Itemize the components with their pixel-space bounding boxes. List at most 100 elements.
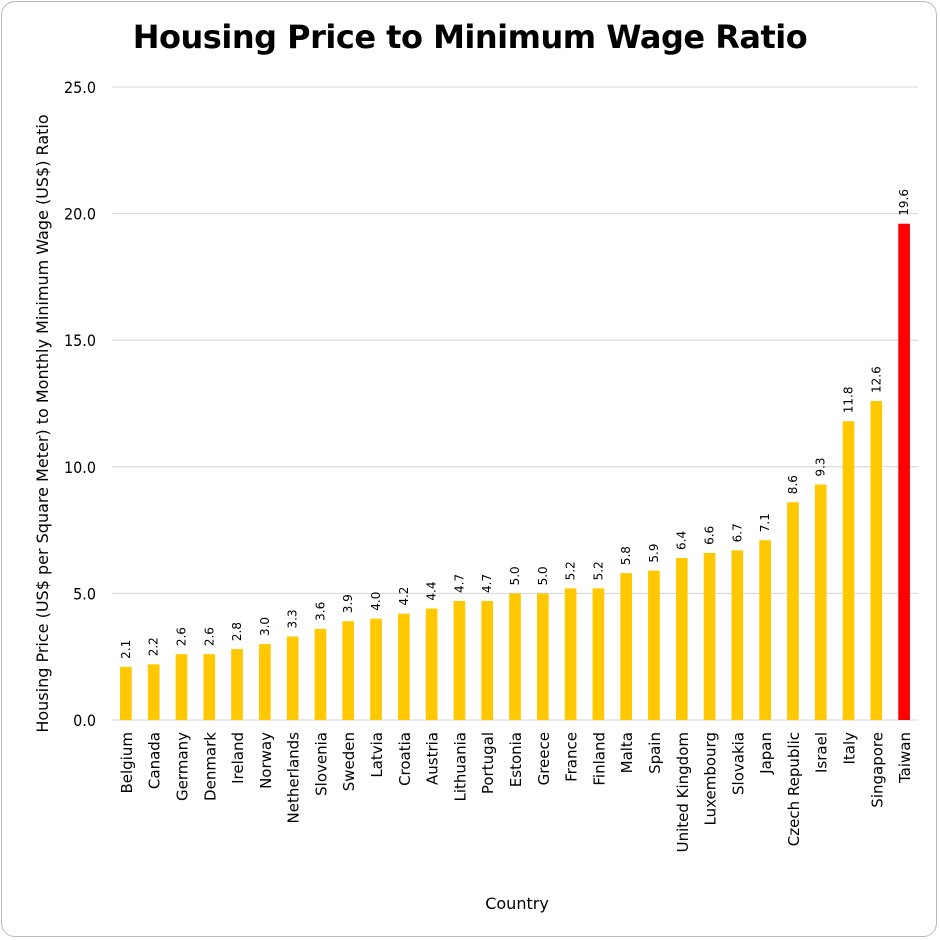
category-label: Israel: [813, 732, 831, 773]
category-label: Germany: [173, 732, 191, 801]
category-label: Ireland: [229, 732, 247, 784]
bar-croatia: [397, 613, 410, 720]
data-label: 5.2: [591, 561, 605, 580]
data-label: 2.8: [230, 622, 244, 641]
data-label: 6.6: [703, 526, 717, 545]
bar-japan: [759, 540, 771, 720]
bar-austria: [425, 608, 438, 720]
data-label: 5.9: [647, 544, 661, 563]
data-label: 8.6: [786, 475, 800, 494]
data-label: 2.6: [202, 627, 216, 646]
bar-norway: [259, 644, 271, 720]
bar-united-kingdom: [675, 557, 688, 720]
category-label: Austria: [424, 732, 442, 785]
data-label: 19.6: [897, 189, 911, 216]
bar-belgium: [120, 666, 132, 720]
data-label: 2.2: [147, 637, 161, 656]
bar-sweden: [342, 621, 355, 720]
category-label: Netherlands: [285, 732, 303, 824]
y-tick-label: 20.0: [64, 205, 96, 224]
data-label: 3.6: [313, 602, 327, 621]
bar-lithuania: [453, 600, 466, 720]
data-label: 5.0: [536, 566, 550, 585]
data-label: 5.0: [508, 566, 522, 585]
data-label: 12.6: [869, 366, 883, 393]
bar-germany: [175, 654, 188, 720]
category-label: Latvia: [368, 732, 386, 778]
category-label: Portugal: [479, 732, 497, 794]
data-label: 3.9: [341, 594, 355, 613]
category-label: Sweden: [340, 732, 358, 791]
bar-italy: [842, 421, 855, 720]
data-label: 4.7: [452, 574, 466, 593]
category-label: Slovenia: [312, 732, 330, 796]
category-label: Japan: [757, 732, 775, 775]
data-label: 2.6: [174, 627, 188, 646]
bar-czech-republic: [787, 502, 799, 720]
category-label: Greece: [535, 732, 553, 785]
bar-slovenia: [314, 628, 327, 720]
category-label: Denmark: [201, 732, 219, 801]
data-label: 6.4: [675, 531, 689, 550]
chart-title: Housing Price to Minimum Wage Ratio: [132, 18, 808, 56]
bar-finland: [592, 588, 605, 720]
y-axis-title: Housing Price (US$ per Square Meter) to …: [33, 114, 52, 732]
data-label: 5.8: [619, 546, 633, 565]
category-label: France: [563, 732, 581, 782]
data-label: 11.8: [842, 387, 856, 414]
y-tick-label: 25.0: [64, 78, 96, 97]
y-tick-label: 15.0: [64, 331, 96, 350]
category-label: United Kingdom: [674, 732, 692, 852]
bar-spain: [648, 570, 660, 720]
bar-singapore: [870, 400, 883, 720]
category-label: Spain: [646, 732, 664, 774]
data-label: 6.7: [730, 523, 744, 542]
bar-greece: [536, 593, 549, 720]
category-label: Canada: [146, 732, 164, 789]
x-axis-title: Country: [485, 894, 549, 913]
bar-netherlands: [286, 636, 299, 720]
data-label: 2.1: [119, 640, 133, 659]
bar-slovakia: [731, 550, 744, 720]
bar-canada: [147, 664, 160, 720]
y-axis-ticks: 0.0 5.0 10.0 15.0 20.0 25.0: [64, 78, 96, 730]
category-label: Norway: [257, 732, 275, 789]
bar-taiwan: [898, 223, 910, 720]
bar-luxembourg: [703, 552, 716, 720]
bar-israel: [814, 484, 827, 720]
bars: [120, 223, 910, 720]
category-labels: Belgium Canada Germany Denmark Ireland Norway…: [118, 732, 914, 853]
y-tick-label: 0.0: [73, 711, 96, 730]
data-label: 4.2: [397, 587, 411, 606]
bar-malta: [620, 573, 633, 720]
bar-denmark: [203, 654, 216, 720]
category-label: Luxembourg: [702, 732, 720, 826]
bar-france: [564, 588, 577, 720]
category-label: Estonia: [507, 732, 525, 787]
data-label: 3.3: [286, 609, 300, 628]
data-label: 3.0: [258, 617, 272, 636]
data-label: 5.2: [564, 561, 578, 580]
category-label: Taiwan: [896, 732, 914, 784]
bar-portugal: [481, 600, 494, 720]
category-label: Singapore: [868, 732, 886, 808]
data-labels: 2.1 2.2 2.6 2.6 2.8 3.0 3.3 3.6 3.9 4.0 4.2 4.4 4.7 4…: [119, 189, 911, 659]
category-label: Czech Republic: [785, 732, 803, 846]
data-label: 4.7: [480, 574, 494, 593]
category-label: Finland: [590, 732, 608, 786]
data-label: 4.0: [369, 592, 383, 611]
category-label: Lithuania: [451, 732, 469, 801]
data-label: 4.4: [425, 581, 439, 600]
bar-estonia: [509, 593, 521, 720]
data-label: 9.3: [814, 457, 828, 476]
y-tick-label: 10.0: [64, 458, 96, 477]
category-label: Malta: [618, 732, 636, 773]
bar-latvia: [370, 618, 382, 720]
category-label: Italy: [841, 732, 859, 765]
bar-ireland: [231, 649, 243, 720]
category-label: Slovakia: [729, 732, 747, 795]
data-label: 7.1: [758, 513, 772, 532]
category-label: Belgium: [118, 732, 136, 794]
